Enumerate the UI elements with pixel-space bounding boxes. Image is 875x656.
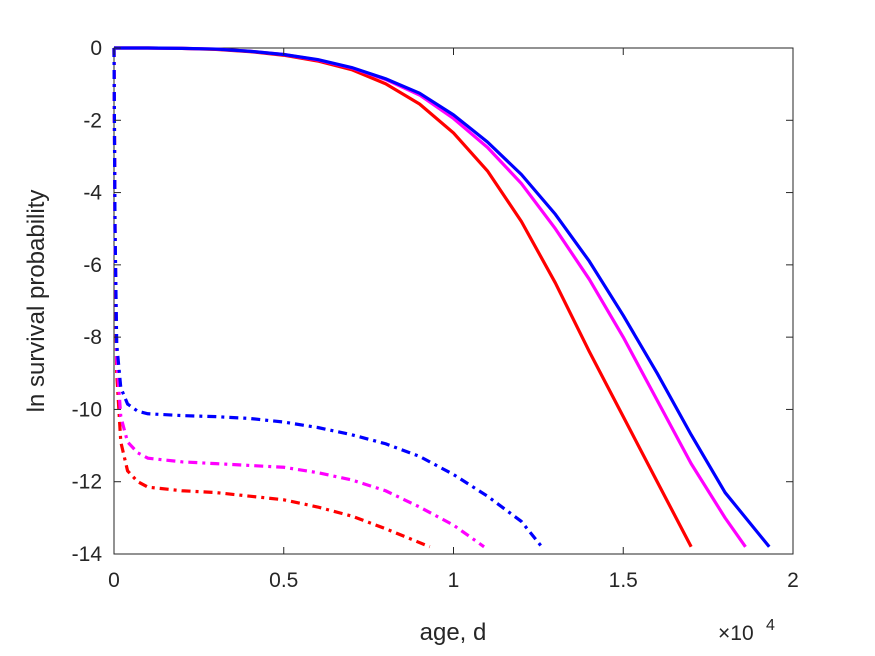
- y-tick-label: 0: [90, 37, 102, 60]
- x-exponent-base: ×10: [718, 622, 754, 645]
- x-tick-label: 2: [787, 569, 799, 592]
- x-exponent-label: ×10 4: [718, 617, 775, 645]
- y-tick-label: -10: [72, 398, 102, 421]
- solid-series-line-2: [114, 46, 771, 548]
- y-tick-label: -12: [72, 471, 102, 494]
- x-axis-label: age, d: [420, 619, 487, 646]
- tick-layer: 0 0.5 1 1.5 2 0 -2 -4 -6 -8 -10 -12 -14: [72, 37, 799, 592]
- y-tick-label: -4: [83, 182, 102, 205]
- plot-area: [113, 47, 794, 555]
- y-axis-label: ln survival probability: [23, 190, 50, 413]
- y-tick-label: -6: [83, 254, 102, 277]
- dashdot-series-line-4: [112, 47, 485, 549]
- x-exponent-power: 4: [766, 617, 775, 634]
- x-tick-label: 1.5: [609, 569, 638, 592]
- x-tick-label: 0: [108, 569, 120, 592]
- x-tick-label: 0.5: [269, 569, 298, 592]
- y-tick-label: -8: [83, 326, 102, 349]
- x-tick-label: 1: [448, 569, 460, 592]
- y-tick-label: -2: [83, 109, 102, 132]
- dashdot-series-line-3: [112, 47, 431, 549]
- series-layer: [112, 46, 771, 549]
- y-tick-label: -14: [72, 543, 103, 566]
